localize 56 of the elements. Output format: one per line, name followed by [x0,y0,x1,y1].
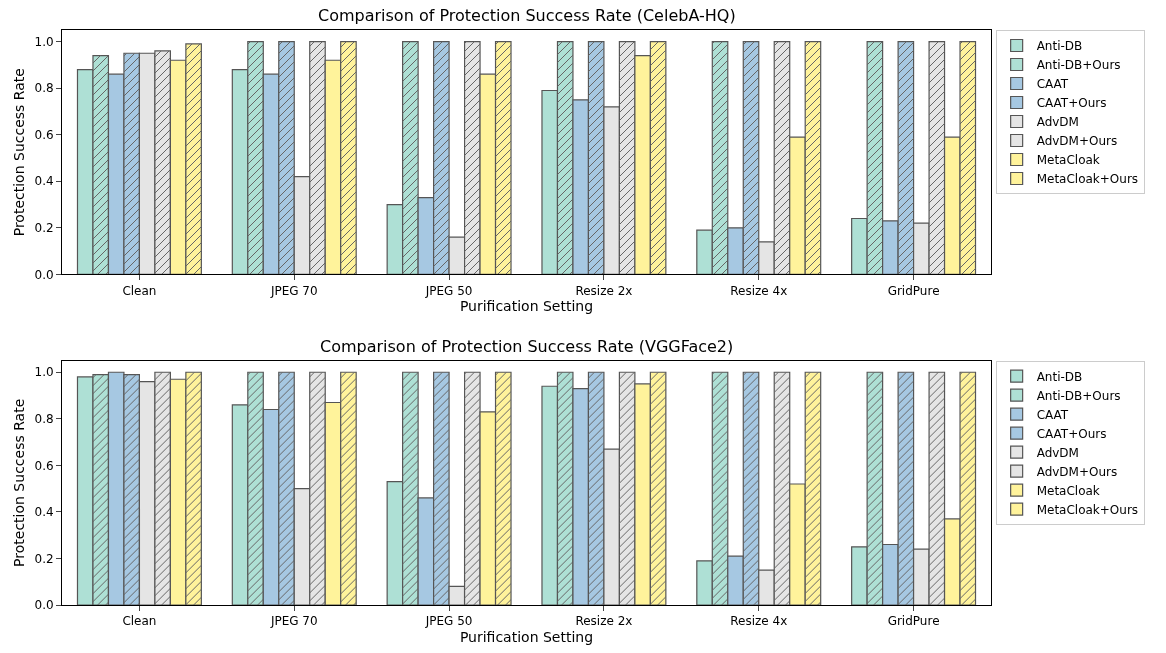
legend-label: CAAT+Ours [1036,426,1107,441]
legend-label: Anti-DB [1036,39,1083,54]
bar [541,89,559,275]
chart-title: Comparison of Protection Success Rate (VGGFace2) [320,337,734,356]
y-tick-label: 0.2 [34,221,54,236]
bar [727,555,744,605]
y-tick-label: 0.6 [34,458,54,473]
legend-label: MetaCloak+Ours [1036,502,1139,517]
legend-label: Anti-DB+Ours [1036,388,1121,403]
y-tick-label: 0.2 [34,551,54,566]
bar [789,483,806,605]
bar [789,136,806,275]
legend-label: CAAT [1036,407,1069,422]
bar [696,560,713,605]
x-tick-label: GridPure [887,283,940,298]
legend-label: CAAT+Ours [1036,96,1107,111]
bar [696,229,713,275]
x-tick-label: JPEG 50 [424,614,473,629]
legend-label: AdvDM [1036,445,1079,460]
y-axis-title: Protection Success Rate [11,68,28,237]
legend-label: AdvDM+Ours [1036,134,1118,149]
x-tick-label: Resize 2x [575,614,633,629]
legend-label: CAAT [1036,77,1069,92]
x-tick-label: Clean [122,614,157,629]
x-tick-label: JPEG 70 [269,283,318,298]
legend-label: MetaCloak [1036,153,1100,168]
y-tick-label: 0.8 [34,412,54,427]
x-tick-label: Resize 4x [730,283,788,298]
legend-label: AdvDM+Ours [1036,464,1118,479]
y-tick-label: 0.8 [34,81,54,96]
y-axis-title: Protection Success Rate [11,398,28,567]
legend-label: MetaCloak+Ours [1036,172,1139,187]
legend-label: Anti-DB+Ours [1036,58,1121,73]
legend-label: MetaCloak [1036,483,1100,498]
y-tick-label: 0.0 [34,598,54,613]
x-tick-label: JPEG 50 [424,283,473,298]
bar [727,227,744,275]
y-tick-label: 0.0 [34,267,54,282]
x-tick-label: Clean [122,283,157,298]
legend-label: Anti-DB [1036,369,1083,384]
bar [758,569,775,605]
x-axis-title: Purification Setting [459,298,594,315]
x-axis-title: Purification Setting [459,628,594,645]
bar [758,241,775,275]
y-tick-label: 1.0 [34,365,54,380]
legend-label: AdvDM [1036,115,1079,130]
chart-title: Comparison of Protection Success Rate (CelebA-HQ) [318,6,736,25]
x-tick-label: Resize 2x [575,283,633,298]
x-tick-label: GridPure [887,614,940,629]
x-tick-label: JPEG 70 [269,614,318,629]
y-tick-label: 0.6 [34,127,54,142]
y-tick-label: 1.0 [34,34,54,49]
x-tick-label: Resize 4x [730,614,788,629]
bar [541,385,559,605]
y-tick-label: 0.4 [34,505,54,520]
y-tick-label: 0.4 [34,174,54,189]
